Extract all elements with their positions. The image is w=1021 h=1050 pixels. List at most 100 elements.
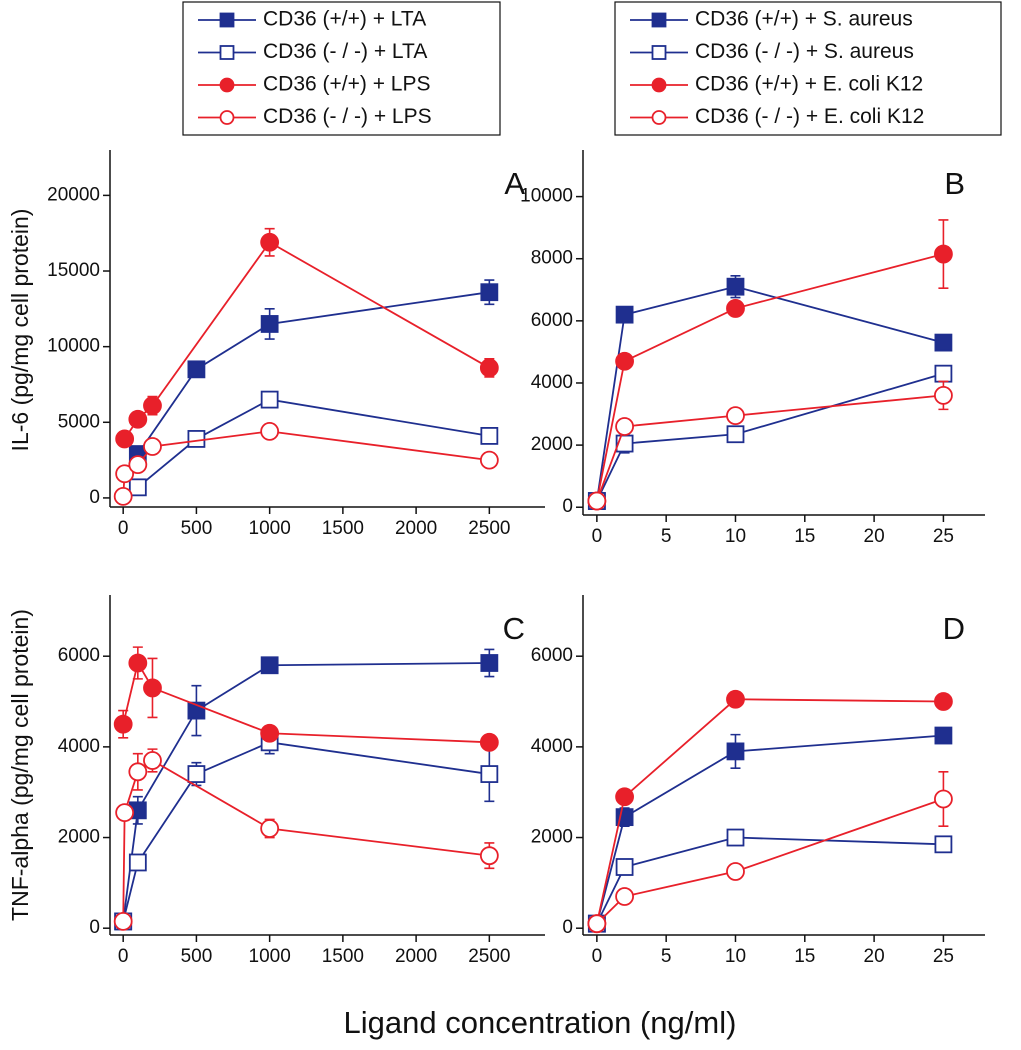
marker (479, 732, 499, 752)
y-tick-label: 10000 (47, 336, 100, 357)
legend-label: CD36 (- / -) + S. aureus (695, 40, 914, 63)
x-tick-label: 0 (118, 946, 129, 967)
x-tick-label: 2500 (468, 946, 510, 967)
marker (934, 386, 953, 405)
marker (260, 421, 280, 441)
series-line (595, 734, 944, 924)
marker (480, 765, 499, 783)
marker (934, 726, 953, 745)
marker (219, 110, 235, 125)
marker (260, 390, 279, 409)
x-tick-label: 10 (725, 946, 746, 967)
marker (219, 12, 235, 28)
x-tick-label: 25 (933, 526, 954, 547)
x-tick-label: 5 (661, 526, 672, 547)
series-line (595, 698, 944, 924)
y-tick-label: 6000 (58, 645, 100, 666)
x-tick-label: 2000 (395, 946, 437, 967)
marker (128, 409, 148, 429)
marker (115, 803, 135, 822)
marker (260, 819, 280, 838)
panel-label: C (503, 611, 525, 646)
x-tick-label: 10 (725, 526, 746, 547)
series-line (123, 241, 490, 440)
legend-label: CD36 (- / -) + E. coli K12 (695, 105, 924, 128)
marker (260, 232, 280, 252)
marker (479, 846, 499, 866)
series-line (595, 253, 944, 502)
marker (726, 299, 745, 318)
marker (128, 853, 147, 872)
x-tick-label: 2500 (468, 518, 510, 539)
legend-box (182, 1, 501, 136)
marker (615, 887, 634, 906)
x-tick-label: 1500 (322, 518, 364, 539)
x-tick-label: 5 (661, 946, 672, 967)
marker (128, 762, 148, 782)
marker (128, 478, 147, 497)
y-tick-label: 5000 (58, 411, 100, 432)
x-tick-label: 15 (794, 946, 815, 967)
y-tick-label: 4000 (531, 372, 573, 393)
x-tick-label: 500 (181, 518, 213, 539)
y-tick-label: 10000 (520, 186, 573, 207)
marker (615, 858, 634, 876)
marker (128, 455, 148, 475)
series-line (137, 291, 490, 455)
marker (615, 787, 634, 807)
marker (143, 751, 162, 770)
legend-label: CD36 (+/+) + LPS (263, 73, 431, 96)
y-tick-label: 8000 (531, 248, 573, 269)
marker (260, 656, 279, 675)
y-tick-label: 2000 (531, 434, 573, 455)
y-tick-label: 15000 (47, 260, 100, 281)
marker (128, 653, 148, 673)
series-line (596, 394, 944, 502)
series-line (122, 741, 490, 922)
series-line (596, 372, 944, 502)
y-tick-label: 2000 (531, 827, 573, 848)
y-axis-label: TNF-alpha (pg/mg cell protein) (7, 609, 33, 921)
series-line (122, 759, 490, 922)
marker (480, 427, 499, 445)
legend-label: CD36 (+/+) + S. aureus (695, 8, 913, 31)
marker (480, 283, 499, 302)
marker (113, 714, 133, 734)
series-line (122, 660, 490, 744)
y-tick-label: 0 (562, 496, 573, 517)
marker (726, 689, 745, 709)
x-tick-label: 2000 (395, 518, 437, 539)
marker (115, 429, 135, 449)
marker (219, 45, 235, 60)
marker (726, 828, 745, 847)
marker (260, 315, 279, 333)
legend-label: CD36 (- / -) + LPS (263, 105, 432, 128)
y-tick-label: 4000 (531, 736, 573, 757)
y-tick-label: 4000 (58, 736, 100, 757)
marker (726, 425, 745, 444)
marker (726, 406, 745, 425)
marker (480, 654, 499, 672)
marker (187, 430, 206, 448)
series-line (596, 798, 944, 925)
y-tick-label: 6000 (531, 645, 573, 666)
x-tick-label: 1500 (322, 946, 364, 967)
x-tick-label: 500 (181, 946, 213, 967)
series-line (596, 836, 944, 925)
x-tick-label: 15 (794, 526, 815, 547)
series-line (122, 662, 490, 922)
marker (934, 835, 953, 854)
marker (143, 396, 162, 416)
marker (726, 742, 745, 761)
y-tick-label: 2000 (58, 827, 100, 848)
y-tick-label: 0 (562, 917, 573, 938)
marker (615, 305, 634, 324)
marker (934, 364, 953, 383)
marker (934, 244, 953, 264)
y-tick-label: 0 (89, 487, 100, 508)
marker (726, 277, 745, 296)
x-tick-label: 20 (864, 946, 885, 967)
series-line (122, 430, 490, 497)
marker (187, 360, 206, 379)
